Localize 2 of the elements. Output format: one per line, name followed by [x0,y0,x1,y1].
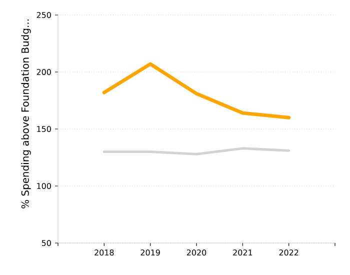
line-series [102,62,291,120]
y-axis-title: % Spending above Foundation Budg... [21,20,31,208]
